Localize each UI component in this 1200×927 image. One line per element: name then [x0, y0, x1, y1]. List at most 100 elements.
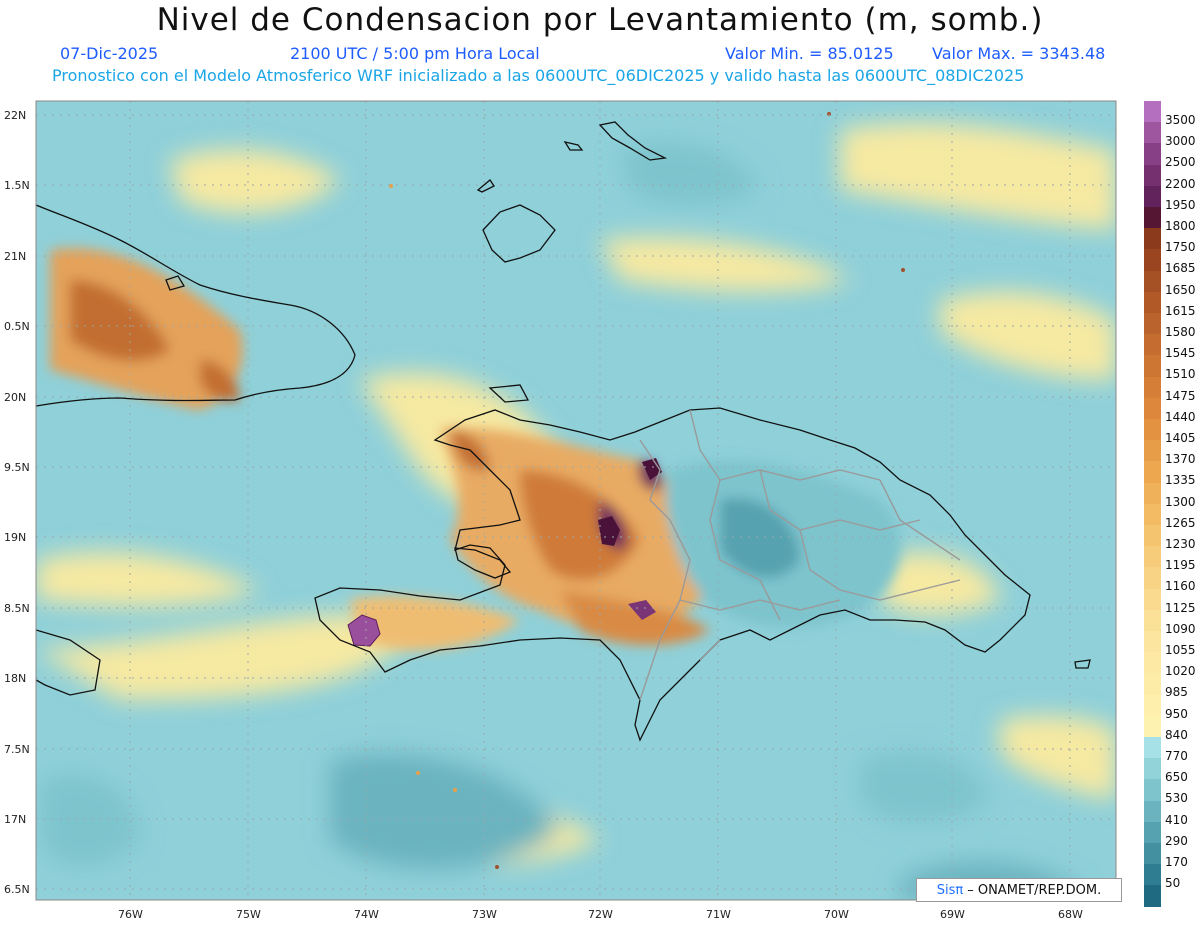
- colorbar-swatch: [1144, 504, 1161, 526]
- colorbar-swatch: [1144, 885, 1161, 907]
- lat-tick: 18N: [4, 672, 26, 685]
- colorbar-swatch: [1144, 228, 1161, 250]
- lat-tick: 8.5N: [4, 602, 30, 615]
- colorbar-label: 1750: [1165, 240, 1196, 254]
- lon-tick: 68W: [1058, 908, 1083, 921]
- colorbar-swatch: [1144, 461, 1161, 483]
- lat-tick: 20N: [4, 391, 26, 404]
- colorbar-label: 1265: [1165, 516, 1196, 530]
- colorbar-swatch: [1144, 589, 1161, 611]
- lat-tick: 19N: [4, 531, 26, 544]
- credit-org: – ONAMET/REP.DOM.: [967, 883, 1101, 898]
- colorbar-label: 1370: [1165, 452, 1196, 466]
- colorbar-label: 1685: [1165, 261, 1196, 275]
- lat-tick: 0.5N: [4, 320, 30, 333]
- colorbar-label: 410: [1165, 813, 1188, 827]
- lat-tick: 21N: [4, 250, 26, 263]
- colorbar-swatch: [1144, 377, 1161, 399]
- colorbar-swatch: [1144, 779, 1161, 801]
- colorbar-label: 1405: [1165, 431, 1196, 445]
- lat-tick: 9.5N: [4, 461, 30, 474]
- colorbar-label: 1160: [1165, 579, 1196, 593]
- colorbar-label: 1800: [1165, 219, 1196, 233]
- lon-tick: 73W: [472, 908, 497, 921]
- colorbar-swatch: [1144, 525, 1161, 547]
- lon-tick: 76W: [118, 908, 143, 921]
- colorbar-label: 1650: [1165, 283, 1196, 297]
- colorbar-label: 50: [1165, 876, 1180, 890]
- colorbar-label: 1580: [1165, 325, 1196, 339]
- colorbar-swatch: [1144, 440, 1161, 462]
- colorbar-swatch: [1144, 271, 1161, 293]
- colorbar-swatch: [1144, 313, 1161, 335]
- lon-tick: 71W: [706, 908, 731, 921]
- colorbar-label: 650: [1165, 770, 1188, 784]
- colorbar-swatch: [1144, 758, 1161, 780]
- colorbar-label: 3500: [1165, 113, 1196, 127]
- lat-tick: 22N: [4, 109, 26, 122]
- colorbar-swatch: [1144, 355, 1161, 377]
- colorbar-label: 1510: [1165, 367, 1196, 381]
- colorbar-label: 2200: [1165, 177, 1196, 191]
- colorbar-label: 170: [1165, 855, 1188, 869]
- colorbar-swatch: [1144, 864, 1161, 886]
- colorbar-swatch: [1144, 695, 1161, 717]
- colorbar-label: 1055: [1165, 643, 1196, 657]
- lon-tick: 72W: [588, 908, 613, 921]
- colorbar-label: 1615: [1165, 304, 1196, 318]
- colorbar-swatch: [1144, 292, 1161, 314]
- colorbar-label: 3000: [1165, 134, 1196, 148]
- colorbar-label: 840: [1165, 728, 1188, 742]
- colorbar-swatch: [1144, 122, 1161, 144]
- colorbar-label: 950: [1165, 707, 1188, 721]
- lon-tick: 74W: [354, 908, 379, 921]
- lat-tick: 1.5N: [4, 179, 30, 192]
- lat-tick: 6.5N: [4, 883, 30, 896]
- colorbar-swatch: [1144, 843, 1161, 865]
- colorbar-label: 530: [1165, 791, 1188, 805]
- colorbar-swatch: [1144, 483, 1161, 505]
- colorbar-swatch: [1144, 249, 1161, 271]
- colorbar-swatch: [1144, 652, 1161, 674]
- lon-tick: 70W: [824, 908, 849, 921]
- colorbar-label: 1950: [1165, 198, 1196, 212]
- colorbar-swatch: [1144, 737, 1161, 759]
- credit-box: Sisπ – ONAMET/REP.DOM.: [916, 878, 1122, 902]
- colorbar-swatch: [1144, 419, 1161, 441]
- colorbar-label: 985: [1165, 685, 1188, 699]
- colorbar-swatch: [1144, 101, 1161, 123]
- sis-logo: Sisπ: [937, 883, 963, 898]
- colorbar-swatch: [1144, 567, 1161, 589]
- colorbar-label: 1300: [1165, 495, 1196, 509]
- colorbar-label: 1090: [1165, 622, 1196, 636]
- colorbar-label: 1020: [1165, 664, 1196, 678]
- lat-tick: 7.5N: [4, 743, 30, 756]
- colorbar-swatch: [1144, 186, 1161, 208]
- lon-tick: 69W: [940, 908, 965, 921]
- colorbar-swatch: [1144, 207, 1161, 229]
- colorbar-label: 770: [1165, 749, 1188, 763]
- colorbar-swatch: [1144, 610, 1161, 632]
- colorbar-swatch: [1144, 801, 1161, 823]
- colorbar-label: 1475: [1165, 389, 1196, 403]
- colorbar-swatch: [1144, 822, 1161, 844]
- colorbar-label: 1545: [1165, 346, 1196, 360]
- colorbar-swatch: [1144, 165, 1161, 187]
- colorbar-swatch: [1144, 673, 1161, 695]
- colorbar-label: 2500: [1165, 155, 1196, 169]
- colorbar-swatch: [1144, 334, 1161, 356]
- colorbar-label: 1195: [1165, 558, 1196, 572]
- colorbar-label: 1230: [1165, 537, 1196, 551]
- colorbar-label: 1125: [1165, 601, 1196, 615]
- lat-tick: 17N: [4, 813, 26, 826]
- colorbar-label: 1335: [1165, 473, 1196, 487]
- colorbar-swatch: [1144, 631, 1161, 653]
- colorbar-swatch: [1144, 546, 1161, 568]
- lon-tick: 75W: [236, 908, 261, 921]
- shaded-field: [36, 101, 1116, 900]
- colorbar-swatch: [1144, 143, 1161, 165]
- colorbar-swatch: [1144, 716, 1161, 738]
- colorbar-label: 290: [1165, 834, 1188, 848]
- colorbar-label: 1440: [1165, 410, 1196, 424]
